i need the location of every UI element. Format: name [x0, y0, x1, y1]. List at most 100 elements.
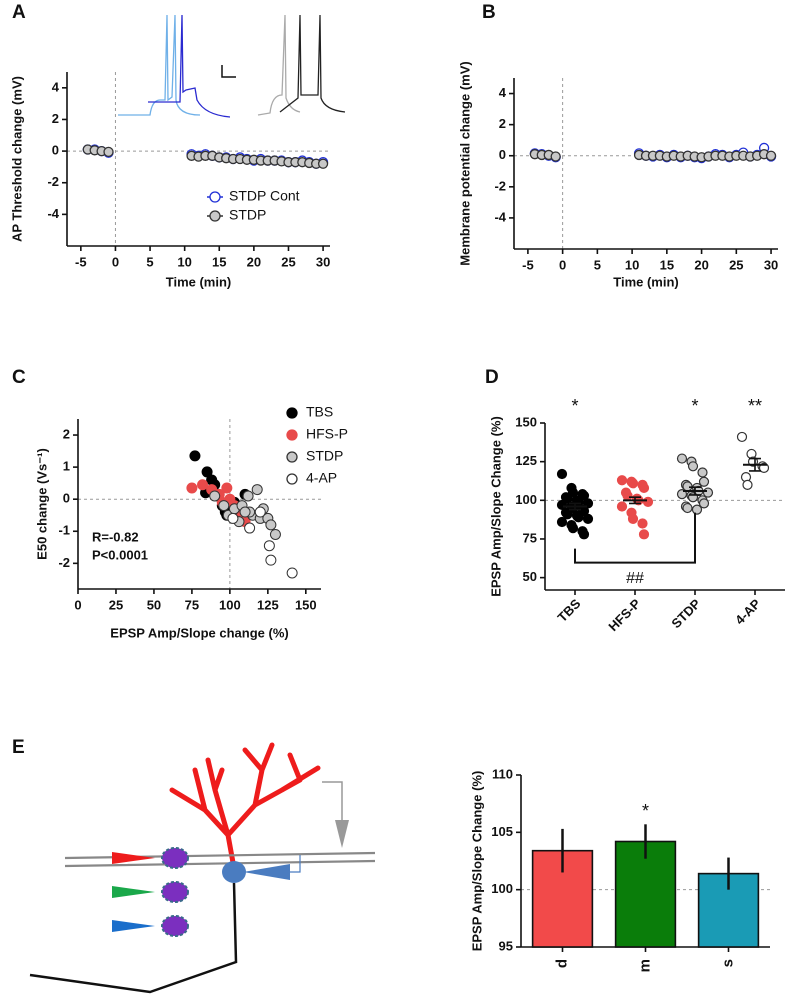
data-point [578, 490, 590, 501]
x-tick-label: 75 [185, 597, 199, 612]
y-tick-label: 100 [515, 492, 537, 507]
x-tick-label: 20 [694, 257, 708, 272]
x-tick-label: 30 [316, 254, 330, 269]
x-tick-label: 0 [559, 257, 566, 272]
data-point [550, 151, 561, 162]
y-tick-label: 110 [492, 766, 513, 781]
legend-marker [286, 451, 298, 463]
data-point [691, 504, 703, 515]
y-tick-label: 150 [515, 414, 537, 429]
data-point [642, 496, 654, 507]
x-tick-label: 10 [177, 254, 191, 269]
y-axis-label: AP Threshold change (mV) [9, 76, 24, 242]
legend-marker [286, 429, 298, 441]
y-axis-label: E50 change (Vs⁻¹) [34, 448, 49, 560]
y-tick-label: 75 [523, 530, 537, 545]
data-point [197, 479, 209, 491]
sem-bar [569, 502, 581, 511]
data-point [562, 493, 573, 504]
data-point [616, 501, 628, 512]
y-tick-label: 2 [52, 111, 59, 126]
significance: ** [748, 396, 762, 416]
x-tick-label: 0 [112, 254, 119, 269]
data-point [556, 468, 568, 480]
y-tick-label: 0 [499, 147, 506, 162]
legend-marker [209, 191, 221, 203]
y-axis-label: EPSP Amp/Slope Change (%) [469, 771, 484, 952]
x-tick-label: TBS [555, 596, 584, 625]
neuron-diagram: E [12, 737, 376, 994]
data-point [263, 540, 275, 552]
y-tick-label: 95 [499, 938, 513, 953]
data-point [269, 528, 281, 540]
y-tick-label: -4 [494, 209, 506, 224]
y-tick-label: 0 [63, 491, 70, 506]
data-point [573, 512, 584, 523]
y-tick-label: 105 [491, 824, 513, 839]
data-point [742, 479, 753, 490]
x-tick-label: 150 [295, 597, 317, 612]
x-tick-label: 25 [281, 254, 295, 269]
y-tick-label: -4 [47, 206, 59, 221]
annotation: R=-0.82 [92, 529, 139, 544]
legend-marker [286, 407, 298, 419]
y-tick-label: 125 [515, 453, 537, 468]
panel-label: B [482, 2, 496, 23]
y-tick-label: 100 [491, 881, 513, 896]
sem-bar [689, 486, 701, 496]
data-point [638, 529, 650, 540]
y-axis-label: Membrane potential change (mV) [457, 61, 472, 265]
x-axis-label: Time (min) [613, 274, 679, 289]
sem-bar [629, 496, 641, 505]
bracket-label: ## [626, 570, 644, 587]
legend-marker [286, 473, 298, 485]
x-tick-label: m [636, 959, 653, 972]
data-point [221, 482, 233, 494]
data-point [627, 478, 639, 489]
data-point [189, 450, 201, 462]
data-point [556, 516, 568, 528]
bracket [574, 512, 696, 564]
x-tick-label: 15 [212, 254, 226, 269]
x-tick-label: 5 [146, 254, 153, 269]
data-point [567, 523, 579, 534]
data-point [687, 461, 699, 472]
data-point [103, 146, 114, 158]
annotation: P<0.0001 [92, 547, 148, 562]
x-tick-label: d [553, 959, 570, 968]
y-tick-label: 2 [499, 116, 506, 131]
data-point [616, 475, 628, 486]
x-axis-label: EPSP Amp/Slope change (%) [110, 625, 288, 640]
y-axis-label: EPSP Amp/Slope Change (%) [488, 416, 503, 597]
x-tick-label: 30 [764, 257, 778, 272]
legend-label: STDP [229, 207, 266, 223]
y-tick-label: 1 [63, 459, 70, 474]
bar [614, 840, 677, 948]
x-tick-label: 20 [247, 254, 261, 269]
legend-label: STDP [306, 448, 343, 464]
data-point [562, 509, 573, 520]
x-tick-label: 50 [147, 597, 161, 612]
sem-bar [749, 457, 761, 472]
significance: * [642, 801, 649, 821]
data-point [186, 482, 198, 494]
y-tick-label: -1 [58, 523, 70, 538]
data-point [638, 482, 650, 494]
data-point [286, 567, 298, 579]
data-point [209, 490, 221, 502]
panel-label: A [12, 2, 26, 23]
y-tick-label: 0 [52, 143, 59, 158]
significance: * [571, 396, 578, 416]
x-axis-label: Time (min) [166, 274, 232, 289]
x-tick-label: 125 [257, 597, 279, 612]
data-point [697, 467, 708, 478]
data-point [227, 512, 239, 524]
x-tick-label: 0 [74, 597, 81, 612]
x-tick-label: 25 [729, 257, 743, 272]
data-point [578, 529, 590, 540]
legend-label: HFS-P [306, 426, 348, 442]
x-tick-label: STDP [668, 596, 703, 631]
y-tick-label: 50 [523, 569, 537, 584]
